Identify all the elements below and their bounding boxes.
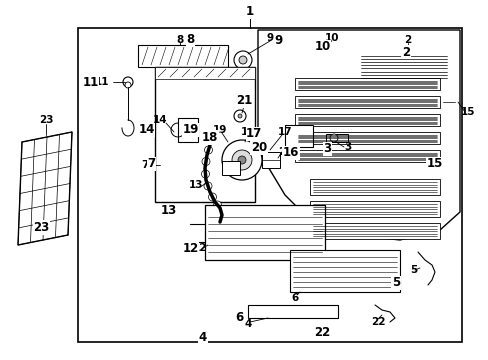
Circle shape (238, 114, 242, 118)
Text: 17: 17 (245, 127, 262, 140)
Text: 1: 1 (245, 5, 253, 18)
Text: 12: 12 (192, 243, 207, 253)
Circle shape (201, 170, 209, 178)
Text: 10: 10 (314, 40, 330, 53)
Text: 7: 7 (147, 157, 155, 170)
Bar (294, 150, 439, 162)
Text: 22: 22 (370, 317, 385, 327)
Text: 2: 2 (404, 35, 411, 45)
Text: 20: 20 (250, 141, 267, 154)
Text: 16: 16 (282, 147, 297, 157)
Text: 5: 5 (391, 276, 399, 289)
Text: 3: 3 (344, 142, 351, 152)
Text: 15: 15 (460, 107, 474, 117)
Circle shape (217, 215, 224, 222)
Text: 11: 11 (95, 77, 109, 87)
Text: 12: 12 (182, 242, 199, 255)
Text: 15: 15 (426, 157, 443, 170)
Text: 18: 18 (240, 127, 255, 137)
Circle shape (239, 56, 246, 64)
Polygon shape (437, 88, 457, 118)
Text: 19: 19 (212, 125, 227, 135)
Text: 7: 7 (141, 160, 148, 170)
Polygon shape (278, 32, 302, 44)
Text: 10: 10 (324, 33, 339, 43)
Bar (155, 67, 254, 202)
Circle shape (329, 134, 337, 142)
Bar (155, 67, 254, 79)
Bar (309, 179, 439, 195)
Text: 21: 21 (236, 94, 252, 107)
Bar (289, 250, 399, 292)
Bar (325, 134, 347, 142)
Text: 13: 13 (188, 180, 203, 190)
Bar (294, 78, 439, 90)
Circle shape (231, 150, 251, 170)
Circle shape (217, 207, 224, 216)
Text: 22: 22 (314, 327, 330, 339)
Circle shape (204, 146, 212, 154)
Text: 18: 18 (202, 131, 218, 144)
Text: 8: 8 (176, 35, 183, 45)
Bar (262, 152, 280, 168)
Text: 20: 20 (277, 147, 292, 157)
Text: 4: 4 (199, 331, 206, 344)
Polygon shape (258, 30, 459, 240)
Polygon shape (247, 305, 337, 318)
Bar (138, 45, 227, 67)
Circle shape (202, 157, 209, 166)
Text: 6: 6 (235, 311, 243, 324)
Text: 9: 9 (266, 33, 273, 43)
Bar (285, 125, 312, 147)
Circle shape (123, 77, 133, 87)
Circle shape (203, 182, 212, 190)
Text: 16: 16 (282, 147, 299, 159)
Circle shape (125, 82, 131, 88)
Text: 4: 4 (244, 319, 251, 329)
Text: 23: 23 (39, 115, 53, 125)
Text: 3: 3 (323, 142, 331, 155)
Bar (78, 28, 461, 342)
Text: 14: 14 (152, 115, 167, 125)
Circle shape (208, 193, 216, 201)
Text: 11: 11 (82, 76, 99, 89)
Text: 17: 17 (277, 127, 292, 137)
Circle shape (234, 110, 245, 122)
Text: 19: 19 (182, 123, 199, 136)
Bar (294, 114, 439, 126)
Bar (294, 96, 439, 108)
Circle shape (222, 140, 262, 180)
Text: 2: 2 (401, 46, 409, 59)
Circle shape (238, 156, 245, 164)
Bar (294, 132, 439, 144)
Text: 9: 9 (274, 34, 282, 47)
Bar (222, 161, 240, 175)
Text: 23: 23 (33, 221, 50, 234)
Circle shape (213, 201, 221, 209)
Text: 21: 21 (237, 97, 252, 107)
Text: 14: 14 (138, 123, 155, 136)
Circle shape (234, 51, 251, 69)
Bar (178, 118, 198, 142)
Bar (309, 223, 439, 239)
Bar (204, 205, 325, 260)
Circle shape (281, 33, 290, 43)
Polygon shape (18, 132, 72, 245)
Bar (309, 201, 439, 217)
Text: 8: 8 (186, 33, 194, 46)
Text: 1: 1 (246, 10, 253, 20)
Text: 6: 6 (291, 293, 298, 303)
Text: 13: 13 (160, 204, 177, 217)
Text: 5: 5 (409, 265, 417, 275)
Bar (357, 50, 449, 82)
Polygon shape (297, 43, 329, 55)
